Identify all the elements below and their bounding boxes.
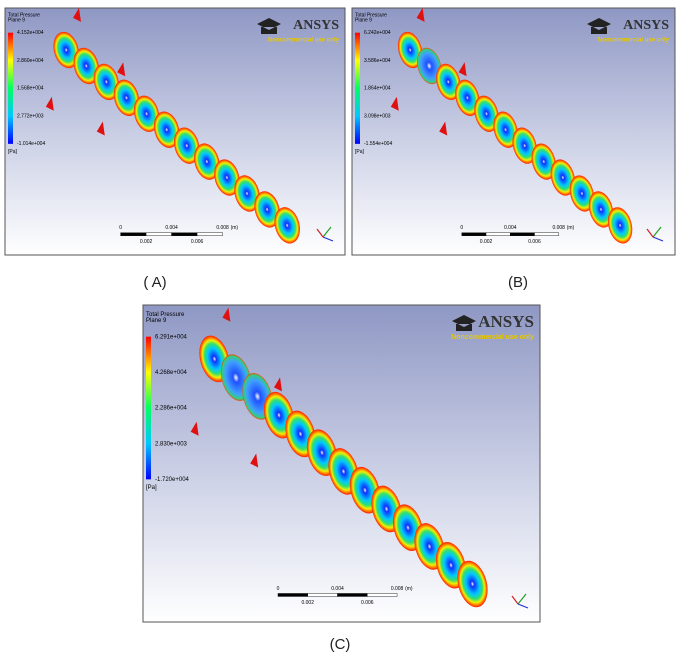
scale-unit: (m) bbox=[231, 225, 239, 231]
legend-unit: [Pa] bbox=[8, 149, 18, 155]
scale-segment bbox=[172, 233, 198, 236]
colorbar bbox=[8, 33, 13, 144]
scale-label: 0.004 bbox=[504, 225, 517, 231]
legend-value: -1.014e+004 bbox=[17, 141, 45, 147]
scale-label: 0.006 bbox=[191, 239, 204, 245]
scale-label: 0.008 bbox=[552, 225, 565, 231]
legend-value: 1.568e+004 bbox=[17, 86, 44, 92]
scale-segment bbox=[367, 593, 397, 596]
legend-value: 4.268e+004 bbox=[155, 370, 188, 376]
legend-value: 2.830e+003 bbox=[155, 441, 188, 447]
scale-label: 0.002 bbox=[140, 239, 153, 245]
scale-label: 0 bbox=[119, 225, 122, 231]
logo-note: Noncommercial use only bbox=[451, 334, 534, 341]
scale-unit: (m) bbox=[567, 225, 575, 231]
scale-label: 0.006 bbox=[361, 600, 374, 606]
legend-subtitle: Plane 9 bbox=[146, 318, 167, 324]
legend-value: 4.152e+004 bbox=[17, 30, 44, 36]
logo: ANSYS bbox=[478, 312, 534, 331]
scale-label: 0.006 bbox=[528, 239, 541, 245]
legend-unit: [Pa] bbox=[146, 485, 157, 491]
colorbar bbox=[355, 33, 360, 144]
scale-segment bbox=[278, 593, 308, 596]
scale-segment bbox=[338, 593, 368, 596]
legend-value: -1.554e+004 bbox=[364, 141, 392, 147]
legend-value: -1.720e+004 bbox=[155, 477, 190, 483]
panel-label: (B) bbox=[508, 274, 528, 291]
legend-value: 2.286e+004 bbox=[155, 406, 188, 412]
scale-label: 0.002 bbox=[301, 600, 314, 606]
legend-subtitle: Plane 9 bbox=[355, 18, 372, 24]
scale-segment bbox=[486, 233, 510, 236]
logo: ANSYS bbox=[623, 18, 669, 33]
scale-segment bbox=[510, 233, 534, 236]
scale-label: 0 bbox=[277, 586, 280, 592]
panel-label: ( A) bbox=[143, 274, 166, 291]
legend-value: 3.586e+004 bbox=[364, 58, 391, 64]
scale-segment bbox=[534, 233, 558, 236]
scale-label: 0.004 bbox=[331, 586, 344, 592]
logo-note: Noncommercial use only bbox=[268, 38, 340, 44]
logo: ANSYS bbox=[293, 18, 339, 33]
logo-note: Noncommercial use only bbox=[598, 38, 670, 44]
scale-segment bbox=[146, 233, 172, 236]
scale-label: 0.008 bbox=[216, 225, 229, 231]
legend-value: 2.772e+003 bbox=[17, 113, 44, 119]
colorbar bbox=[146, 337, 151, 480]
legend-unit: [Pa] bbox=[355, 149, 365, 155]
scale-label: 0.004 bbox=[165, 225, 178, 231]
legend-value: 6.242e+004 bbox=[364, 30, 391, 36]
scale-segment bbox=[197, 233, 223, 236]
scale-segment bbox=[121, 233, 147, 236]
legend-subtitle: Plane 9 bbox=[8, 18, 25, 24]
legend-value: 1.864e+004 bbox=[364, 86, 391, 92]
scale-unit: (m) bbox=[405, 586, 413, 592]
scale-segment bbox=[462, 233, 486, 236]
scale-label: 0 bbox=[460, 225, 463, 231]
panel-label: (C) bbox=[330, 636, 351, 653]
legend-value: 6.291e+004 bbox=[155, 334, 188, 340]
scale-segment bbox=[308, 593, 338, 596]
legend-value: 3.098e+003 bbox=[364, 113, 391, 119]
legend-value: 2.860e+004 bbox=[17, 58, 44, 64]
scale-label: 0.008 bbox=[391, 586, 404, 592]
scale-label: 0.002 bbox=[480, 239, 493, 245]
figure: Total PressurePlane 94.152e+0042.860e+00… bbox=[0, 0, 679, 656]
